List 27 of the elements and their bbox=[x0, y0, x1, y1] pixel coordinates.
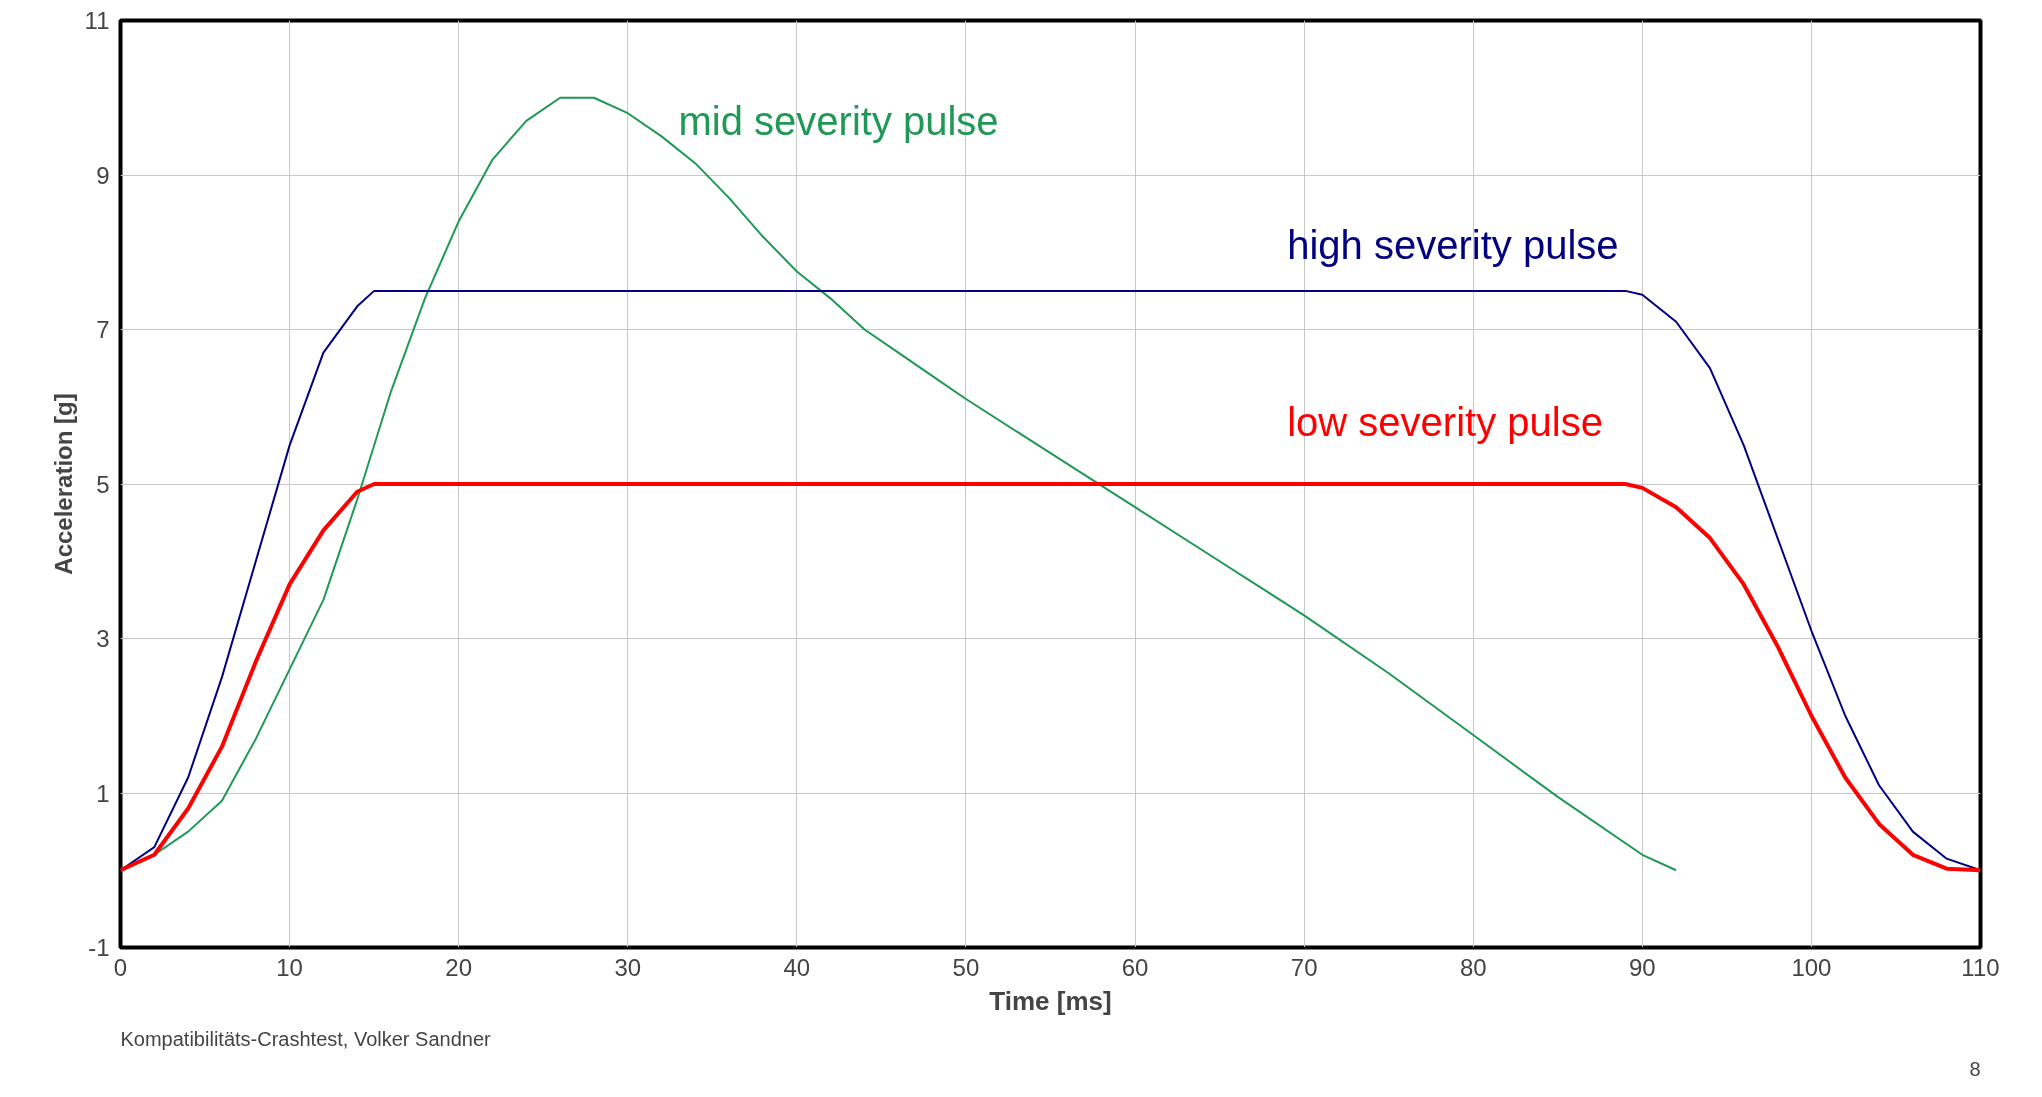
x-tick-label: 110 bbox=[1961, 953, 2000, 981]
x-tick-label: 100 bbox=[1791, 953, 1832, 981]
y-tick-label: 7 bbox=[96, 316, 110, 343]
y-tick-label: 1 bbox=[96, 779, 110, 807]
x-tick-label: 60 bbox=[1121, 953, 1149, 981]
text: Kompatibilitäts-Crashtest, Volker Sandner bbox=[120, 1027, 492, 1050]
y-tick-label: 3 bbox=[96, 625, 110, 652]
series-label: low severity pulse bbox=[1287, 400, 1603, 445]
x-tick-label: 20 bbox=[445, 953, 473, 981]
text: 8 bbox=[1969, 1057, 1981, 1080]
series-label: high severity pulse bbox=[1287, 222, 1619, 267]
y-tick-label: 9 bbox=[96, 161, 110, 189]
y-tick-label: 5 bbox=[96, 470, 110, 498]
x-tick-label: 30 bbox=[614, 953, 642, 981]
y-tick-label: 11 bbox=[84, 7, 110, 34]
x-tick-label: 0 bbox=[113, 953, 128, 981]
y-axis-title: Acceleration [g] bbox=[49, 393, 77, 575]
x-axis-title: Time [ms] bbox=[989, 985, 1112, 1016]
x-tick-label: 10 bbox=[276, 953, 303, 981]
x-tick-label: 40 bbox=[783, 953, 811, 981]
x-tick-label: 70 bbox=[1290, 953, 1318, 981]
y-tick-label: -1 bbox=[88, 934, 110, 961]
x-tick-label: 80 bbox=[1459, 953, 1487, 981]
series-label: mid severity pulse bbox=[678, 98, 999, 143]
x-tick-label: 90 bbox=[1628, 953, 1656, 981]
x-tick-label: 50 bbox=[952, 953, 980, 981]
line-series bbox=[120, 482, 1981, 873]
